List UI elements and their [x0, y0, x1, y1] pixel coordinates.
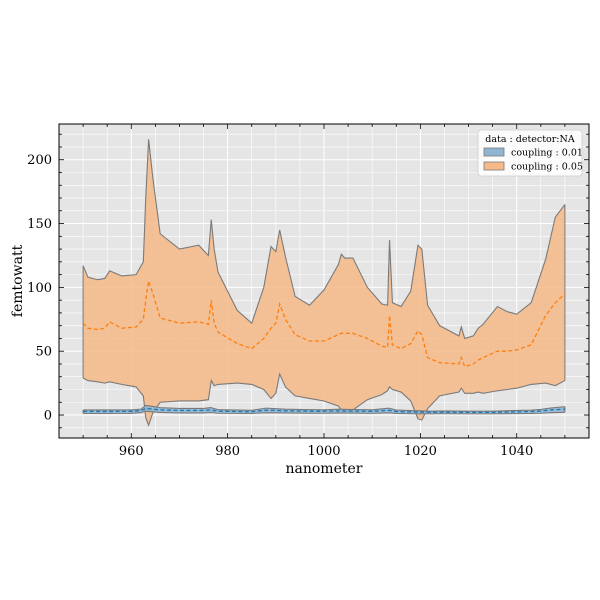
y-tick-label: 0 [44, 409, 52, 424]
y-tick-label: 100 [27, 281, 52, 296]
x-tick-label: 960 [119, 444, 144, 459]
x-axis-title: nanometer [286, 461, 363, 477]
x-tick-label: 1040 [500, 444, 533, 459]
legend-swatch-coupling-0-01 [483, 147, 505, 157]
x-tick-label: 1000 [307, 444, 340, 459]
x-tick-label: 980 [215, 444, 240, 459]
band-lower-edge-coupling-0-01 [83, 410, 565, 415]
y-tick-label: 200 [27, 153, 52, 168]
legend-label-coupling-0-05: coupling : 0.05 [511, 162, 583, 173]
y-tick-label: 50 [35, 345, 52, 360]
series-line-coupling-0-01 [83, 407, 565, 413]
legend-label-coupling-0-01: coupling : 0.01 [511, 148, 583, 159]
x-tick-label: 1020 [404, 444, 437, 459]
band-upper-edge-coupling-0-05 [82, 139, 566, 340]
series-layer [82, 139, 566, 427]
band-coupling-0-01 [83, 405, 565, 414]
band-coupling-0-05 [83, 139, 565, 426]
legend-title: data : detector:NA [485, 134, 575, 145]
y-tick-label: 150 [27, 217, 52, 232]
tick-layer: 960 980 1000 1020 1040 0 50 100 150 200 [27, 124, 589, 459]
band-upper-edge-coupling-0-01 [83, 404, 565, 412]
series-line-coupling-0-05 [82, 280, 566, 368]
legend-swatch-coupling-0-05 [483, 161, 505, 171]
y-axis-title: femtowatt [10, 244, 26, 317]
band-lower-edge-coupling-0-05 [82, 372, 566, 427]
legend: data : detector:NA coupling : 0.01 couplin… [477, 129, 583, 177]
